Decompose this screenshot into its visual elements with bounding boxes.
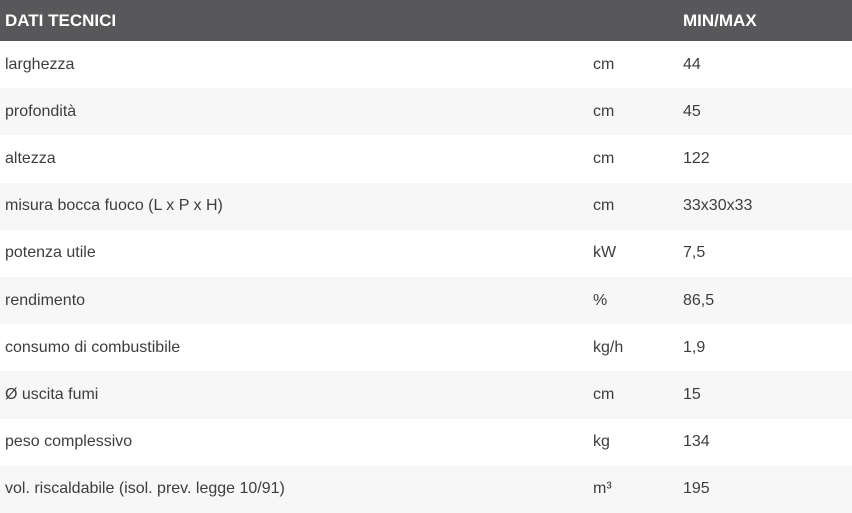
row-label: peso complessivo — [5, 433, 133, 451]
row-label: altezza — [5, 149, 56, 167]
table-row: altezza cm 122 — [0, 135, 852, 183]
row-label: vol. riscaldabile (isol. prev. legge 10/… — [5, 480, 285, 498]
row-unit: kg — [593, 433, 610, 451]
row-label: profondità — [5, 102, 77, 120]
row-unit: cm — [593, 149, 615, 167]
table-title: DATI TECNICI — [5, 10, 117, 30]
row-value: 122 — [683, 149, 710, 167]
row-label: Ø uscita fumi — [5, 385, 99, 403]
row-label: potenza utile — [5, 244, 96, 262]
row-value: 33x30x33 — [683, 197, 753, 215]
row-label: consumo di combustibile — [5, 338, 181, 356]
row-unit: cm — [593, 102, 615, 120]
table-body: larghezza cm 44 profondità cm 45 altezza… — [0, 41, 852, 513]
table-row: consumo di combustibile kg/h 1,9 — [0, 324, 852, 372]
row-value: 1,9 — [683, 338, 706, 356]
table-row: profondità cm 45 — [0, 88, 852, 136]
table-row: rendimento % 86,5 — [0, 276, 852, 325]
table-row: larghezza cm 44 — [0, 41, 852, 89]
row-label: rendimento — [5, 291, 86, 309]
table-row: misura bocca fuoco (L x P x H) cm 33x30x… — [0, 182, 852, 230]
table-header-row: DATI TECNICI MIN/MAX — [0, 0, 852, 41]
row-value: 134 — [683, 433, 710, 451]
row-unit: % — [593, 291, 608, 309]
row-unit: kg/h — [593, 338, 624, 356]
table-row: peso complessivo kg 134 — [0, 418, 852, 466]
table-row: potenza utile kW 7,5 — [0, 229, 852, 277]
row-unit: cm — [593, 385, 615, 403]
row-value: 45 — [683, 102, 701, 120]
row-unit: cm — [593, 197, 615, 215]
row-label: larghezza — [5, 55, 75, 73]
row-value: 7,5 — [683, 244, 706, 262]
minmax-column-header: MIN/MAX — [683, 10, 757, 30]
row-unit: m³ — [593, 480, 612, 498]
row-value: 195 — [683, 480, 710, 498]
row-value: 15 — [683, 385, 701, 403]
row-label: misura bocca fuoco (L x P x H) — [5, 197, 223, 215]
table-row: Ø uscita fumi cm 15 — [0, 371, 852, 419]
table-row: vol. riscaldabile (isol. prev. legge 10/… — [0, 465, 852, 513]
row-value: 86,5 — [683, 291, 715, 309]
row-unit: cm — [593, 55, 615, 73]
row-unit: kW — [593, 244, 617, 262]
row-value: 44 — [683, 55, 701, 73]
